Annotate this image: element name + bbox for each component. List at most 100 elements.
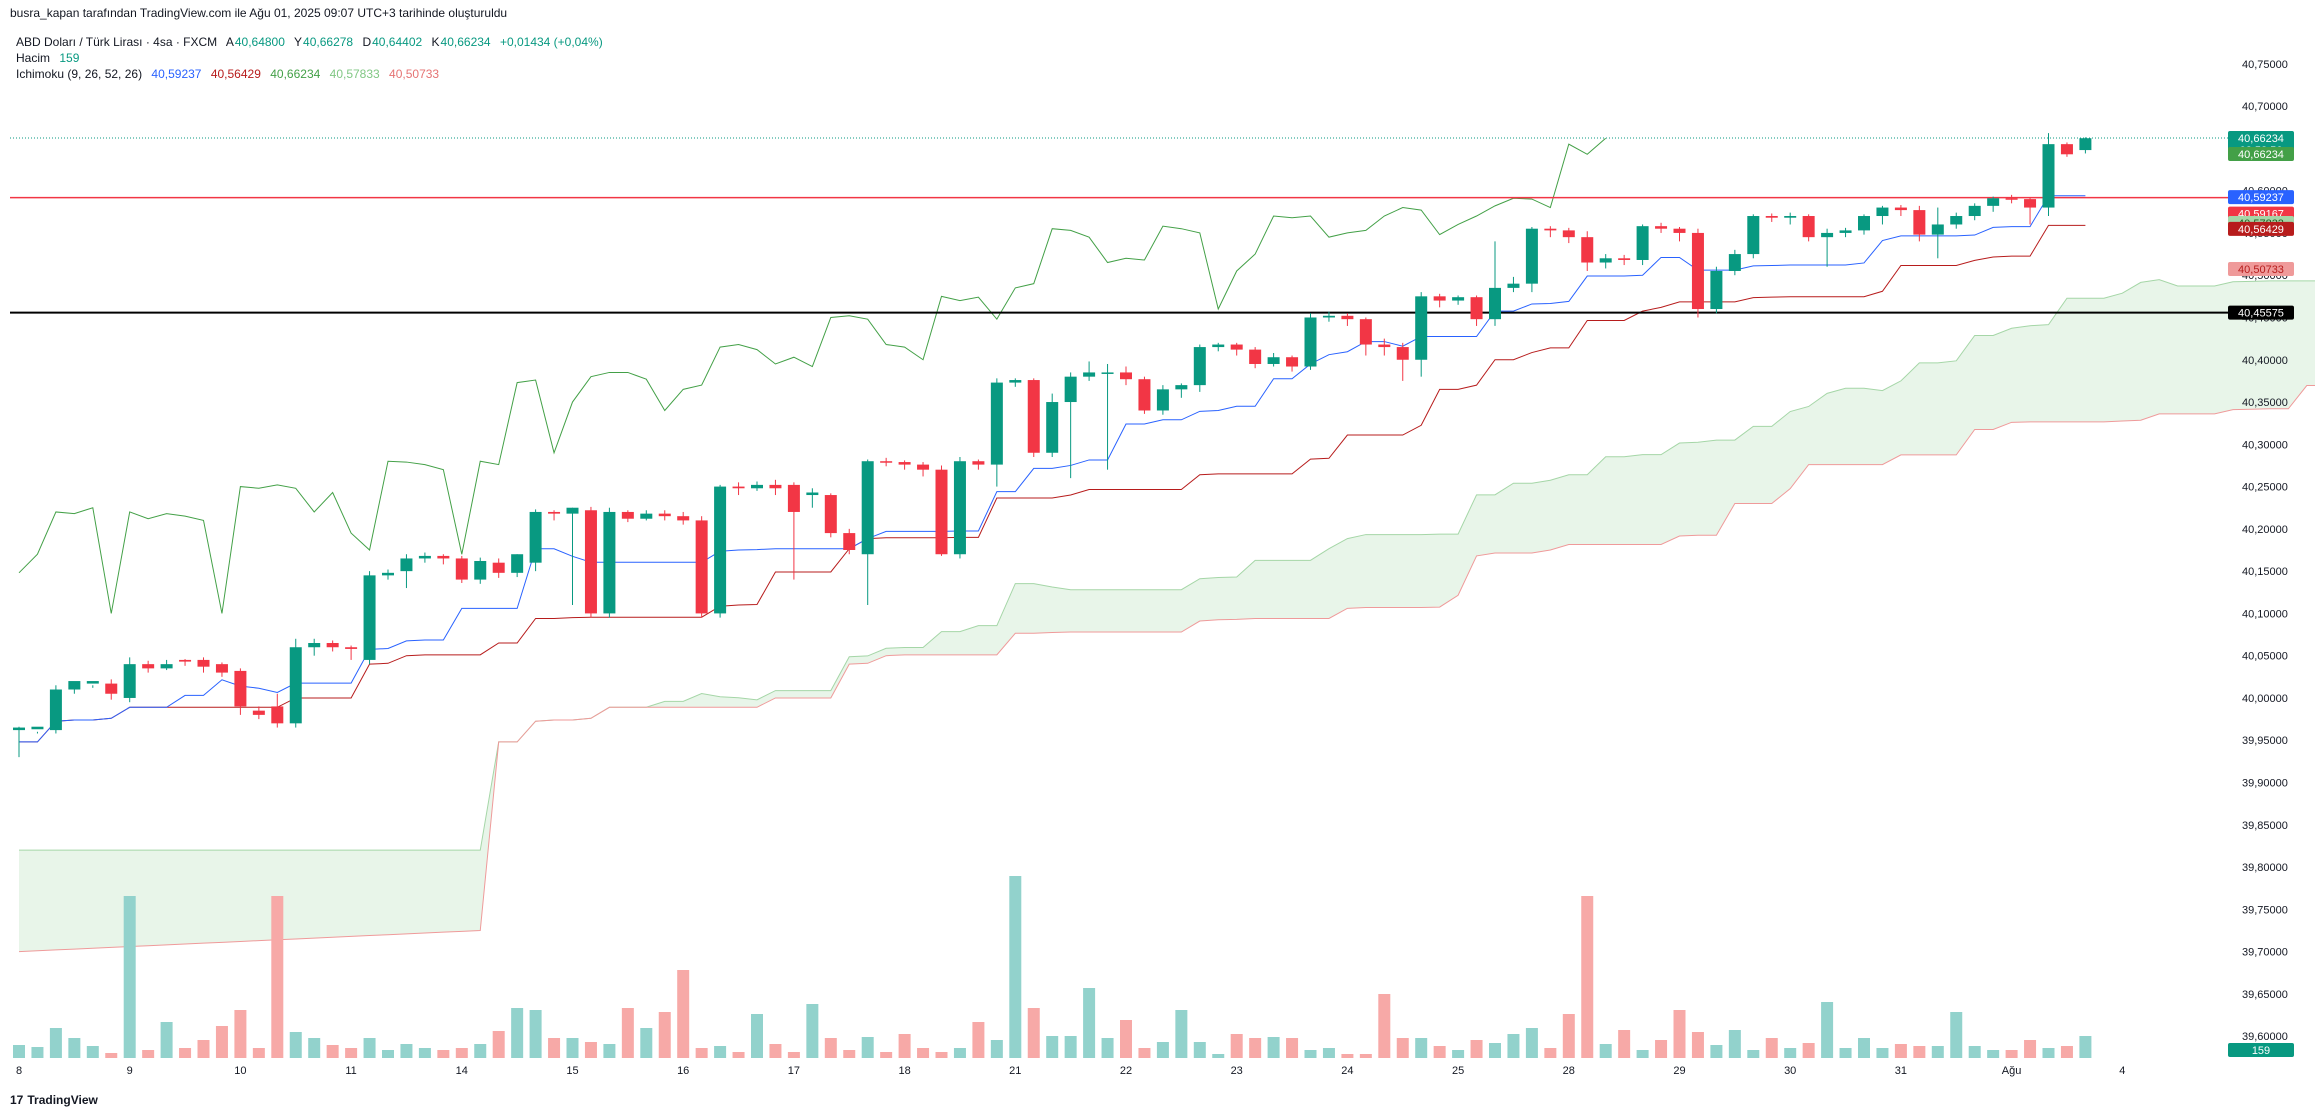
high-value: 40,66278 — [303, 35, 354, 49]
candle-body — [271, 706, 284, 724]
volume-bar — [1765, 1038, 1778, 1058]
price-tag-value: 40,59237 — [2238, 192, 2284, 204]
candle-body — [382, 572, 394, 576]
ichimoku-tenkan-value: 40,59237 — [151, 67, 202, 81]
candle — [1120, 366, 1132, 386]
candle-body — [1618, 258, 1631, 260]
candle-body — [861, 461, 874, 555]
candle — [1322, 311, 1335, 322]
volume-bar — [640, 1028, 653, 1058]
candle — [677, 511, 690, 525]
candle — [566, 507, 579, 605]
candle — [1710, 266, 1723, 314]
volume-bar — [1562, 1014, 1575, 1058]
volume-bar — [898, 1034, 911, 1058]
y-tick-label: 40,00000 — [2242, 693, 2288, 705]
y-tick-label: 40,70000 — [2242, 101, 2288, 113]
candle-body — [1249, 349, 1262, 364]
price-tag-bg — [2228, 1043, 2294, 1057]
volume-bar — [1673, 1010, 1686, 1058]
candle — [1212, 342, 1225, 352]
price-tag: 40,50733 — [2228, 262, 2294, 277]
candle-body — [474, 560, 487, 580]
candle — [1156, 385, 1169, 415]
candle — [142, 660, 155, 673]
x-tick-label: 10 — [234, 1065, 246, 1077]
candle — [1267, 352, 1280, 367]
volume-bar — [714, 1046, 727, 1058]
volume-bar — [1507, 1034, 1520, 1058]
candle — [511, 554, 524, 578]
open-value: 40,64800 — [234, 35, 285, 49]
ichimoku-cloud-layer — [18, 279, 2315, 953]
y-tick-label: 40,10000 — [2242, 608, 2288, 620]
candle — [1470, 295, 1483, 326]
candle — [1987, 196, 2000, 212]
candle-body — [197, 659, 210, 667]
indicator-lines-layer — [10, 137, 2228, 743]
candle-body — [123, 664, 136, 698]
symbol-name[interactable]: ABD Doları / Türk Lirası · 4sa · FXCM — [16, 35, 218, 49]
candle — [1821, 228, 1834, 267]
candle-body — [1802, 216, 1815, 238]
candle-body — [658, 513, 671, 517]
volume-legend[interactable]: Hacim 159 — [16, 51, 85, 65]
candle — [529, 509, 542, 572]
volume-bar — [1913, 1046, 1926, 1058]
candle — [1655, 222, 1668, 233]
candle — [271, 693, 284, 728]
candle-body — [769, 484, 782, 489]
volume-bar — [917, 1048, 930, 1058]
y-tick-label: 40,20000 — [2242, 524, 2288, 536]
candle-body — [695, 520, 708, 614]
price-tag-bg — [2228, 262, 2294, 277]
candle-body — [1858, 216, 1870, 231]
volume-bar — [437, 1050, 450, 1058]
volume-bar — [197, 1040, 210, 1058]
x-tick-label: 25 — [1452, 1065, 1464, 1077]
candle-body — [1728, 254, 1741, 271]
candle-body — [1083, 372, 1096, 377]
candle — [1876, 205, 1889, 225]
candle-body — [972, 461, 985, 465]
candle — [215, 662, 228, 677]
candle — [640, 510, 653, 521]
open-label: A — [225, 35, 234, 49]
candle — [1858, 214, 1870, 235]
candle-body — [49, 689, 62, 731]
candle-body — [2060, 144, 2073, 155]
candle — [1931, 207, 1944, 259]
candle — [1452, 295, 1465, 305]
volume-bar — [695, 1048, 708, 1058]
volume-bar — [1821, 1002, 1834, 1058]
volume-bar — [345, 1048, 358, 1058]
tradingview-footer[interactable]: 17 TradingView — [10, 1093, 98, 1107]
candle-body — [1581, 237, 1594, 263]
candle-body — [437, 555, 450, 559]
candle — [418, 552, 431, 563]
candle-body — [105, 683, 118, 694]
candle-body — [1064, 376, 1077, 403]
candle-body — [179, 659, 192, 662]
candle — [843, 528, 856, 555]
volume-bar — [1396, 1038, 1409, 1058]
candle-body — [529, 511, 542, 563]
candle-body — [1525, 228, 1538, 284]
volume-bar — [1175, 1010, 1188, 1058]
candle-body — [953, 461, 966, 555]
candle-body — [418, 555, 431, 559]
senkou-span-b-line — [18, 385, 2315, 953]
volume-bar — [1802, 1043, 1815, 1058]
candle — [1027, 378, 1040, 457]
ichimoku-legend[interactable]: Ichimoku (9, 26, 52, 26) 40,59237 40,564… — [16, 67, 445, 81]
volume-bar — [658, 1012, 671, 1058]
ichimoku-chikou-value: 40,66234 — [270, 67, 321, 81]
candle — [105, 679, 118, 700]
volume-bar — [990, 1040, 1003, 1058]
volume-bar — [31, 1047, 44, 1058]
price-tag-value: 159 — [2252, 1045, 2270, 1057]
price-tag: 40,56429 — [2228, 221, 2294, 236]
x-tick-label: 21 — [1009, 1065, 1021, 1077]
candle-body — [935, 469, 948, 555]
